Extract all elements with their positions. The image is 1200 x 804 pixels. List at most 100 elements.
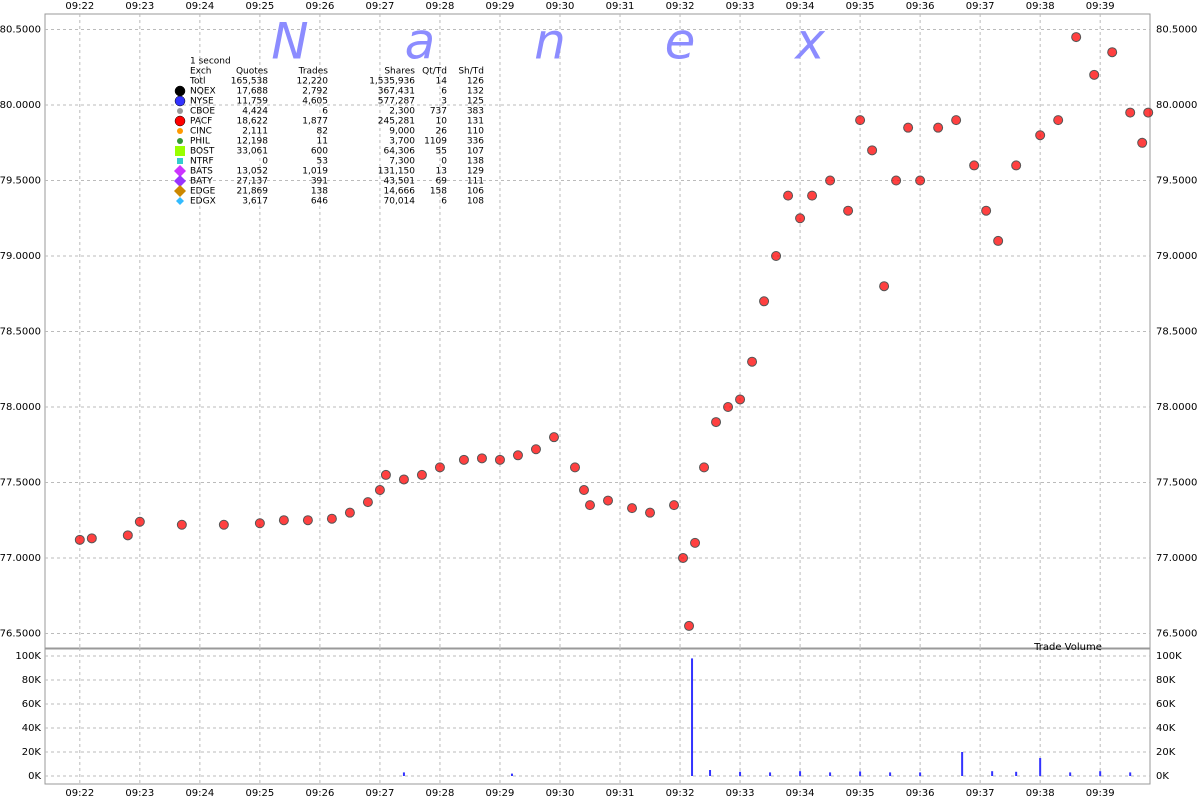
legend-cell: 646 bbox=[311, 197, 328, 207]
legend-cell: 131,150 bbox=[378, 167, 415, 177]
trade-marker bbox=[584, 500, 595, 511]
legend-cell: 106 bbox=[467, 187, 484, 197]
trade-marker bbox=[134, 516, 145, 527]
y-tick-label: 0K bbox=[28, 771, 41, 782]
marker bbox=[174, 165, 186, 177]
y-tick-label: 0K bbox=[1156, 771, 1169, 782]
trade-marker bbox=[747, 356, 758, 367]
volume-bar bbox=[769, 772, 772, 776]
x-tick-label: 09:31 bbox=[606, 1, 635, 12]
x-tick-label: 09:29 bbox=[486, 1, 515, 12]
y-tick-label: 100K bbox=[1156, 651, 1182, 662]
trade-marker bbox=[795, 213, 806, 224]
y-tick-label: 60K bbox=[22, 699, 42, 710]
trade-marker bbox=[1035, 130, 1046, 141]
y-tick-label: 100K bbox=[15, 651, 41, 662]
volume-bar bbox=[799, 771, 802, 776]
legend-header: Trades bbox=[298, 67, 329, 77]
legend-cell: 4,424 bbox=[242, 107, 268, 117]
trade-marker bbox=[915, 175, 926, 186]
legend-cell: 126 bbox=[467, 77, 484, 87]
volume-bar bbox=[691, 658, 694, 776]
legend-cell: 1109 bbox=[424, 137, 447, 147]
x-tick-label: 09:37 bbox=[966, 788, 995, 799]
marker bbox=[174, 115, 186, 127]
x-tick-label: 09:38 bbox=[1026, 788, 1055, 799]
legend-cell: 111 bbox=[467, 177, 484, 187]
trade-marker bbox=[122, 530, 133, 541]
legend-cell: BOST bbox=[190, 147, 215, 157]
legend-cell: 13,052 bbox=[237, 167, 269, 177]
legend-cell: 6 bbox=[441, 197, 447, 207]
legend-cell: 3 bbox=[441, 97, 447, 107]
x-tick-label: 09:30 bbox=[546, 788, 575, 799]
y-tick-label: 20K bbox=[22, 747, 42, 758]
y-tick-label: 76.5000 bbox=[1156, 628, 1197, 639]
x-tick-label: 09:39 bbox=[1086, 1, 1115, 12]
x-tick-label: 09:25 bbox=[245, 788, 274, 799]
legend-cell: 2,111 bbox=[242, 127, 268, 137]
legend-cell: 6 bbox=[441, 87, 447, 97]
trade-marker bbox=[735, 394, 746, 405]
legend-cell: 69 bbox=[436, 177, 448, 187]
legend-cell: 64,306 bbox=[384, 147, 416, 157]
x-tick-label: 09:34 bbox=[786, 1, 815, 12]
y-tick-label: 40K bbox=[1156, 723, 1176, 734]
x-tick-label: 09:27 bbox=[366, 1, 395, 12]
trade-marker bbox=[548, 432, 559, 443]
legend-cell: BATS bbox=[190, 167, 213, 177]
marker bbox=[177, 158, 183, 164]
trade-marker bbox=[530, 444, 541, 455]
y-tick-label: 80.5000 bbox=[0, 25, 41, 36]
trade-marker bbox=[578, 485, 589, 496]
x-tick-label: 09:28 bbox=[426, 1, 455, 12]
marker bbox=[174, 175, 186, 187]
legend-cell: 33,061 bbox=[237, 147, 269, 157]
legend-cell: NQEX bbox=[190, 87, 216, 97]
legend-header: Qt/Td bbox=[422, 67, 447, 77]
trade-marker bbox=[678, 552, 689, 563]
trade-marker bbox=[1137, 137, 1148, 148]
legend-cell: 245,281 bbox=[378, 117, 415, 127]
legend-cell: 26 bbox=[436, 127, 448, 137]
legend-cell: EDGX bbox=[190, 197, 216, 207]
trade-marker bbox=[302, 515, 313, 526]
legend-cell: BATY bbox=[190, 177, 213, 187]
marker bbox=[174, 185, 186, 197]
trade-marker bbox=[855, 115, 866, 126]
trade-marker bbox=[374, 485, 385, 496]
y-tick-label: 80K bbox=[1156, 675, 1176, 686]
legend-cell: 17,688 bbox=[237, 87, 269, 97]
x-tick-label: 09:36 bbox=[906, 788, 935, 799]
x-tick-label: 09:26 bbox=[305, 788, 334, 799]
y-tick-label: 79.5000 bbox=[1156, 176, 1197, 187]
volume-bar bbox=[1069, 772, 1072, 776]
volume-bar bbox=[919, 772, 922, 776]
trade-marker bbox=[1143, 107, 1154, 118]
legend-cell: EDGE bbox=[190, 187, 216, 197]
legend-cell: 14 bbox=[436, 77, 448, 87]
y-tick-label: 60K bbox=[1156, 699, 1176, 710]
volume-bar bbox=[1015, 771, 1018, 776]
y-tick-label: 78.5000 bbox=[0, 327, 41, 338]
legend-cell: 2,300 bbox=[389, 107, 415, 117]
legend-header: Shares bbox=[384, 67, 415, 77]
x-tick-label: 09:22 bbox=[65, 788, 94, 799]
legend-cell: 10 bbox=[436, 117, 448, 127]
trade-marker bbox=[843, 205, 854, 216]
legend-cell: 43,501 bbox=[384, 177, 416, 187]
x-tick-label: 09:32 bbox=[666, 1, 695, 12]
y-tick-label: 77.0000 bbox=[0, 553, 41, 564]
x-tick-label: 09:32 bbox=[666, 788, 695, 799]
legend-cell: 3,700 bbox=[389, 137, 415, 147]
y-tick-label: 40K bbox=[22, 723, 42, 734]
panel-title: Trade Volume bbox=[1033, 642, 1102, 653]
legend-cell: 391 bbox=[311, 177, 328, 187]
watermark: a bbox=[405, 13, 436, 71]
legend-cell: 21,869 bbox=[237, 187, 269, 197]
trade-marker bbox=[951, 115, 962, 126]
trade-marker bbox=[711, 417, 722, 428]
trade-marker bbox=[645, 507, 656, 518]
trade-marker bbox=[458, 454, 469, 465]
trade-marker bbox=[1071, 32, 1082, 43]
